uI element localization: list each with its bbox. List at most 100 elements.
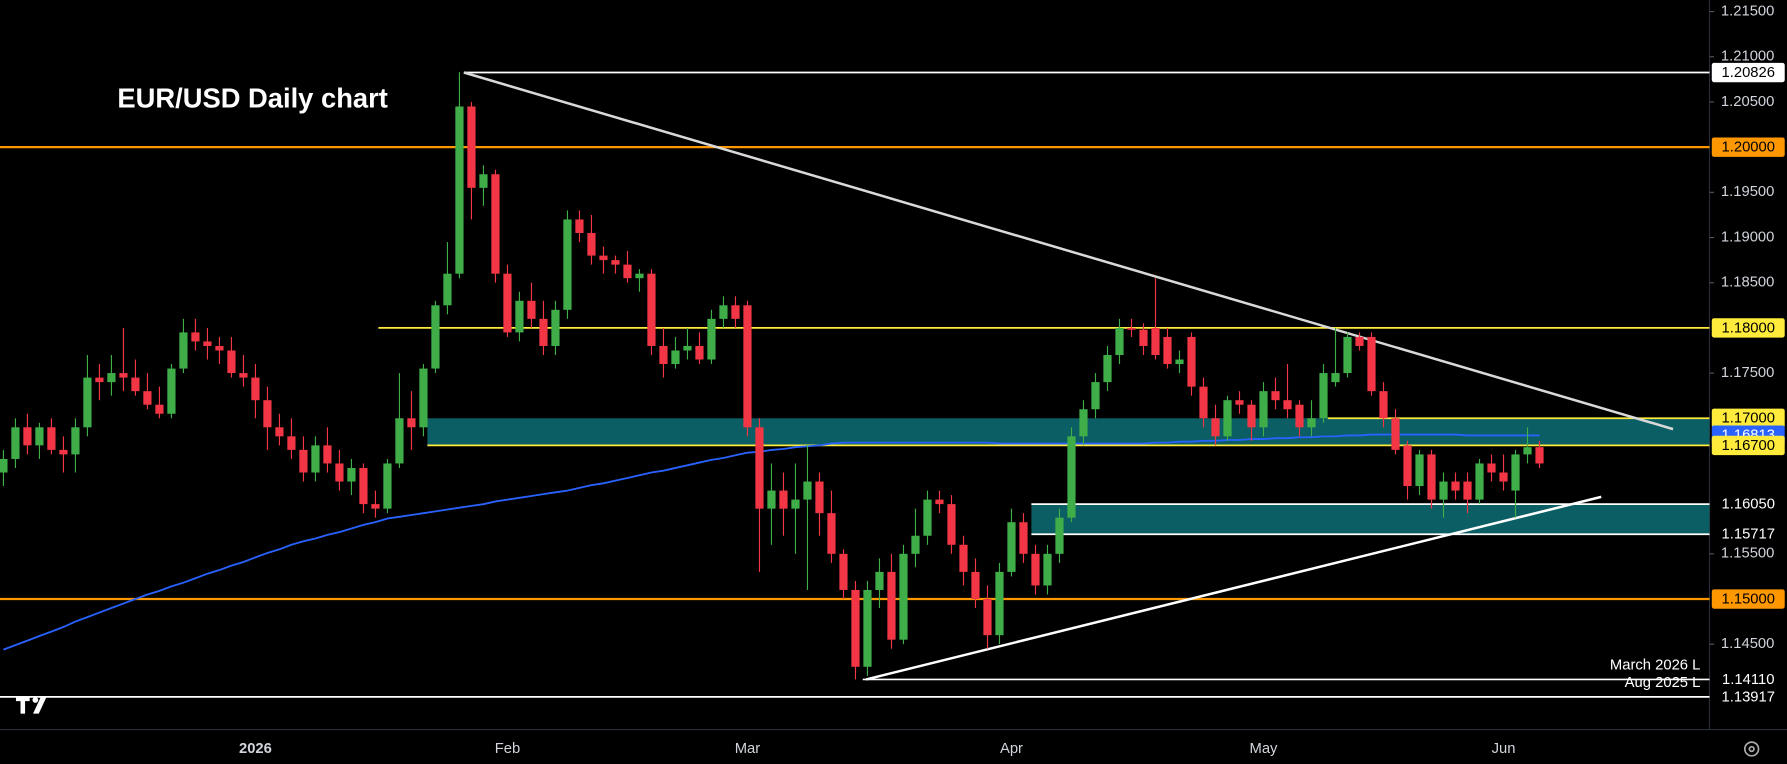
- settings-icon[interactable]: [1743, 741, 1760, 757]
- candle-body: [599, 255, 608, 261]
- candle-body: [1391, 418, 1400, 450]
- y-tick-label: 1.21000: [1721, 49, 1775, 65]
- candle-body: [1427, 454, 1436, 500]
- candle-body: [95, 377, 104, 383]
- candle-body: [995, 571, 1004, 636]
- x-tick-label: Mar: [735, 741, 761, 757]
- candle-body: [935, 499, 944, 505]
- candle-body: [827, 513, 836, 554]
- y-tick-label: 1.18500: [1721, 275, 1775, 291]
- chart-title: EUR/USD Daily chart: [117, 83, 387, 114]
- candle-body: [263, 400, 272, 428]
- candle-body: [1439, 481, 1448, 500]
- candle-body: [1103, 355, 1112, 383]
- trendline: [865, 495, 1602, 681]
- y-tick-label: 1.19000: [1721, 229, 1775, 245]
- x-tick-label: Feb: [495, 741, 521, 757]
- candle-body: [1523, 447, 1532, 455]
- candle-body: [623, 264, 632, 279]
- candle-body: [383, 463, 392, 509]
- price-label: 1.16050: [1722, 497, 1776, 513]
- candle-body: [1295, 404, 1304, 428]
- candle-body: [107, 373, 116, 383]
- tradingview-logo: [15, 696, 47, 714]
- candle-body: [1115, 327, 1124, 356]
- candle-body: [1535, 447, 1544, 464]
- candle-body: [1271, 391, 1280, 401]
- candle-body: [551, 309, 560, 346]
- candle-body: [407, 418, 416, 428]
- candle-body: [563, 219, 572, 310]
- candle-body: [467, 106, 476, 188]
- candle-body: [155, 404, 164, 414]
- candle-body: [683, 345, 692, 351]
- candle-body: [515, 300, 524, 333]
- candle-body: [911, 535, 920, 554]
- y-tick-label: 1.20500: [1721, 94, 1775, 110]
- candle-body: [215, 345, 224, 351]
- candle-body: [863, 589, 872, 667]
- candle-body: [191, 332, 200, 342]
- price-label: 1.13917: [1722, 689, 1776, 705]
- x-tick-label: 2026: [239, 741, 272, 757]
- price-label-box: [1711, 435, 1785, 456]
- candle-body: [1331, 373, 1340, 383]
- candle-body: [1415, 454, 1424, 487]
- candle-body: [1319, 373, 1328, 419]
- price-label: 1.15000: [1722, 591, 1776, 607]
- candle-body: [143, 391, 152, 405]
- candle-body: [575, 219, 584, 234]
- candle-body: [1343, 336, 1352, 374]
- price-label: 1.20000: [1722, 140, 1776, 156]
- candle-body: [791, 499, 800, 509]
- candle-body: [251, 377, 260, 401]
- candle-body: [455, 106, 464, 274]
- candle-body: [203, 341, 212, 346]
- candle-body: [719, 305, 728, 319]
- candle-body: [839, 553, 848, 590]
- candle-body: [875, 571, 884, 590]
- x-tick-label: May: [1250, 741, 1279, 757]
- candle-body: [419, 368, 428, 428]
- price-label-box: [1711, 589, 1785, 609]
- candle-body: [323, 445, 332, 464]
- candle-body: [1223, 400, 1232, 437]
- annotation: Aug 2025 L: [1625, 675, 1701, 691]
- price-label-box: [1711, 408, 1785, 428]
- y-tick-label: 1.15500: [1721, 546, 1775, 562]
- candle-body: [59, 449, 68, 455]
- candle-body: [1487, 463, 1496, 473]
- candle-body: [815, 481, 824, 514]
- candle-body: [671, 350, 680, 365]
- candle-body: [1247, 404, 1256, 428]
- candle-body: [239, 373, 248, 378]
- candle-body: [503, 273, 512, 333]
- price-label-box: [1711, 318, 1785, 338]
- price-label: 1.18000: [1722, 320, 1776, 336]
- candle-body: [1163, 336, 1172, 365]
- candle-body: [395, 418, 404, 464]
- candle-body: [1175, 359, 1184, 365]
- candle-body: [1187, 336, 1196, 387]
- candle-body: [803, 481, 812, 500]
- price-label: 1.17000: [1722, 411, 1776, 427]
- price-label: 1.15717: [1722, 527, 1776, 543]
- candle-body: [1403, 445, 1412, 487]
- candle-body: [635, 273, 644, 279]
- candle-body: [227, 350, 236, 374]
- price-label: 1.20826: [1722, 65, 1776, 81]
- candle-body: [35, 427, 44, 446]
- candle-body: [167, 368, 176, 414]
- price-label-box: [1711, 62, 1785, 83]
- candle-body: [707, 318, 716, 360]
- candle-body: [47, 427, 56, 450]
- candle-body: [23, 427, 32, 446]
- candle-body: [0, 458, 8, 473]
- candle-body: [1235, 400, 1244, 405]
- price-label: 1.14110: [1722, 672, 1774, 688]
- candle-body: [695, 345, 704, 360]
- candle-body: [1031, 553, 1040, 586]
- candle-body: [899, 553, 908, 640]
